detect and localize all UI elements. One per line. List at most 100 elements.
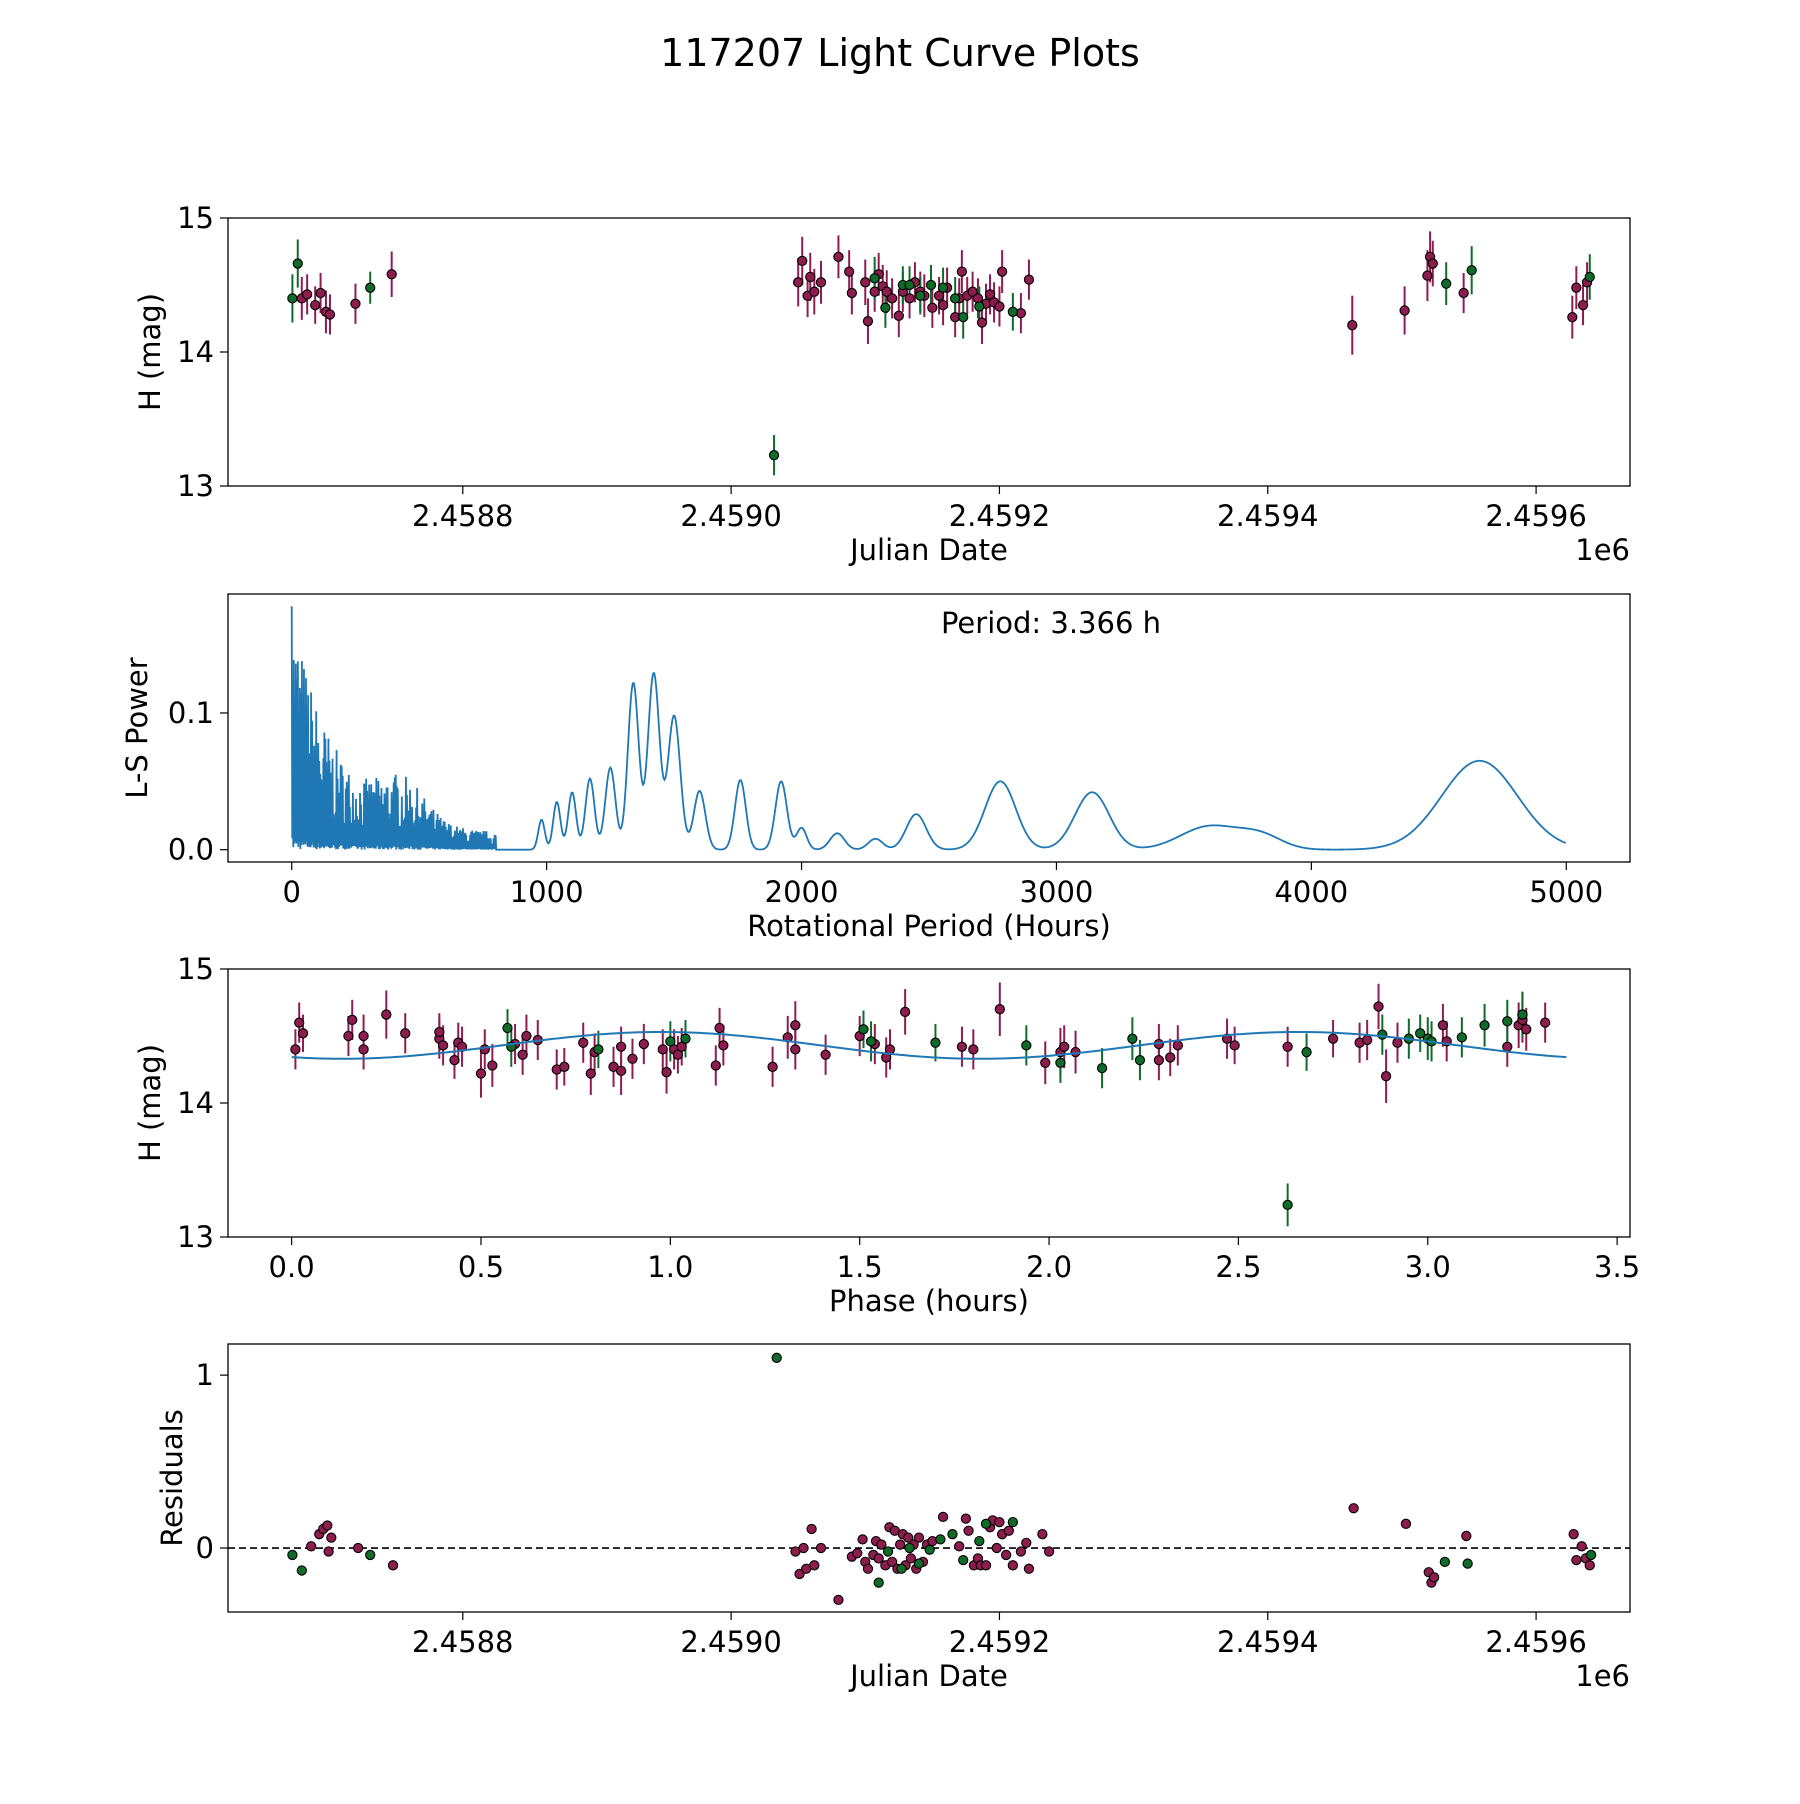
magenta-data-point [794, 1568, 805, 1580]
green-data-point [958, 1554, 969, 1566]
x-tick-label: 2.4592 [949, 499, 1050, 533]
x-tick-label: 2.4588 [412, 499, 513, 533]
magenta-data-point [895, 1539, 906, 1550]
x-tick-label: 2.4592 [949, 1625, 1050, 1659]
magenta-data-point [881, 286, 892, 297]
green-data-point [1134, 1054, 1146, 1066]
magenta-data-point [1427, 258, 1438, 269]
magenta-data-point [1567, 312, 1578, 323]
green-data-point [904, 279, 915, 291]
residuals-plot: 2.4588 2.4590 2.4592 2.4594 2.4596 0 1 Julian D… [155, 1343, 1631, 1693]
x-tick-label: 2.4594 [1217, 1625, 1318, 1659]
x-tick-label: 2000 [765, 875, 839, 909]
model-fit-line [291, 1030, 1567, 1060]
magenta-data-point [933, 290, 945, 301]
green-data-point [869, 273, 880, 284]
magenta-data-point [1540, 1017, 1551, 1028]
magenta-data-point [833, 251, 844, 263]
green-data-point [904, 1542, 915, 1554]
x-tick-label: 2.0 [1026, 1250, 1072, 1284]
magenta-data-point [1458, 287, 1469, 299]
magenta-data-point [852, 1548, 863, 1559]
magenta-data-point [833, 1594, 844, 1606]
x-tick-label: 2.5 [1215, 1250, 1261, 1284]
magenta-data-point [904, 293, 915, 304]
green-data-point [680, 1033, 691, 1044]
magenta-data-point [846, 287, 858, 299]
magenta-data-point [960, 1513, 972, 1524]
green-data-point [1377, 1029, 1388, 1040]
x-axis-label: Rotational Period (Hours) [747, 909, 1111, 943]
magenta-data-point [521, 1030, 532, 1042]
magenta-data-point [437, 1040, 449, 1051]
y-axis-label: H (mag) [133, 293, 167, 411]
magenta-data-point [381, 1009, 392, 1020]
magenta-data-point [844, 266, 855, 277]
magenta-data-point [937, 299, 949, 311]
magenta-data-point [873, 1553, 884, 1564]
magenta-data-point [809, 286, 820, 297]
magenta-data-point [1040, 1057, 1051, 1068]
green-data-point [1479, 1020, 1490, 1031]
y-axis-label: Residuals [155, 1409, 189, 1547]
green-data-point [287, 293, 298, 304]
green-data-point [1456, 1032, 1468, 1043]
lightcurve-plot: 2.4588 2.4590 2.4592 2.4594 2.4596 13 14 15 Juli… [133, 201, 1631, 567]
magenta-data-point [820, 1049, 831, 1060]
green-data-point [974, 301, 985, 312]
x-tick-label: 1.5 [837, 1250, 883, 1284]
green-data-point [1055, 1057, 1066, 1068]
magenta-data-point [1347, 320, 1358, 331]
magenta-data-point [1400, 1518, 1412, 1529]
magenta-data-point [326, 1532, 337, 1543]
x-tick-label: 2.4594 [1217, 499, 1318, 533]
green-data-point [865, 1036, 877, 1047]
magenta-data-point [1037, 1529, 1048, 1540]
magenta-data-point [968, 1044, 979, 1055]
data-layer [290, 982, 1567, 1227]
magenta-data-point [797, 255, 808, 267]
magenta-data-point [967, 286, 978, 297]
magenta-data-point [905, 1553, 917, 1564]
magenta-data-point [479, 1044, 490, 1055]
magenta-data-point [815, 277, 827, 288]
y-tick-label: 1 [196, 1358, 214, 1392]
magenta-data-point [315, 287, 326, 299]
green-data-point [1415, 1028, 1426, 1039]
green-data-point [365, 282, 376, 293]
green-data-point [1282, 1199, 1293, 1210]
axes-frame [227, 968, 1631, 1238]
magenta-data-point [1422, 270, 1433, 281]
green-data-point [980, 1518, 992, 1529]
x-tick-label: 5000 [1529, 875, 1603, 909]
green-data-point [365, 1549, 376, 1561]
green-data-point [913, 1558, 925, 1569]
y-tick-label: 0 [196, 1531, 214, 1565]
green-data-point [937, 282, 949, 293]
magenta-data-point [860, 277, 871, 288]
magenta-data-point [994, 301, 1005, 312]
green-data-point [1096, 1063, 1108, 1074]
magenta-data-point [994, 1004, 1005, 1015]
magenta-data-point [913, 1532, 925, 1543]
green-data-point [665, 1036, 676, 1047]
magenta-data-point [294, 1017, 305, 1028]
green-data-point [882, 1546, 894, 1557]
green-data-point [1021, 1040, 1032, 1051]
magenta-data-point [1023, 274, 1035, 285]
magenta-data-point [1584, 1560, 1595, 1571]
magenta-data-point [976, 317, 988, 328]
magenta-data-point [805, 271, 816, 283]
magenta-data-point [1023, 1563, 1035, 1574]
magenta-data-point [1571, 282, 1582, 293]
green-data-point [958, 312, 969, 323]
y-tick-label: 13 [177, 1220, 214, 1254]
magenta-data-point [1461, 1530, 1472, 1542]
magenta-data-point [899, 1006, 911, 1018]
magenta-data-point [578, 1037, 589, 1048]
green-data-point [1502, 1016, 1513, 1027]
green-data-point [1585, 1549, 1597, 1561]
magenta-data-point [963, 1525, 974, 1536]
magenta-data-point [869, 286, 880, 297]
